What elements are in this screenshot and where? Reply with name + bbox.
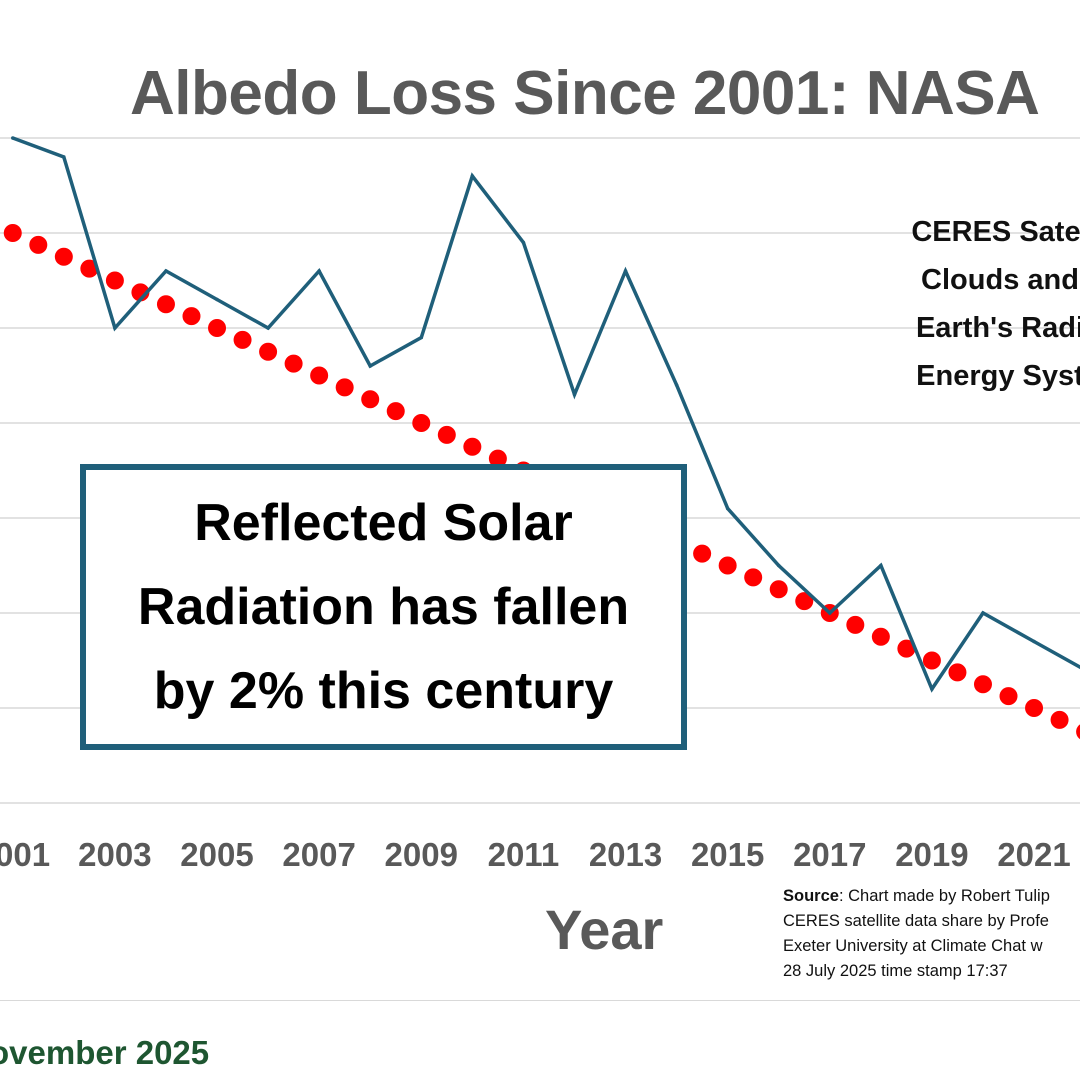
trend-dot <box>259 342 278 361</box>
series-point <box>419 335 424 340</box>
trend-dot <box>1025 699 1044 717</box>
trend-dot <box>795 592 814 611</box>
trend-dot <box>182 307 201 326</box>
series-point <box>1032 639 1036 644</box>
trend-dot <box>105 271 124 290</box>
series-point <box>11 136 15 140</box>
source-label: Source <box>783 887 839 905</box>
series-point <box>572 392 577 397</box>
source-line-2: CERES satellite data share by Profe <box>783 912 1049 930</box>
series-point <box>164 269 168 273</box>
series-point <box>521 240 526 245</box>
trend-dot <box>80 259 99 278</box>
x-tick-label: 2003 <box>78 836 152 873</box>
trend-dot <box>846 615 865 634</box>
x-tick-label: 2009 <box>384 836 458 873</box>
x-tick-label: 2019 <box>895 836 969 873</box>
trend-dot <box>922 651 941 670</box>
date-stamp: ovember 2025 <box>0 1034 210 1071</box>
series-point <box>674 383 679 387</box>
series-point <box>776 563 781 568</box>
callout-line: by 2% this century <box>153 662 614 720</box>
trend-dot <box>744 568 763 587</box>
series-point <box>725 506 730 511</box>
trend-dot <box>29 235 48 254</box>
trend-dot <box>412 414 431 432</box>
series-point <box>317 269 321 273</box>
trend-dot <box>3 224 22 242</box>
chart-title: Albedo Loss Since 2001: NASA <box>130 59 1040 128</box>
callout-line: Radiation has fallen <box>137 578 630 636</box>
ceres-line: Earth's Radi <box>915 312 1080 344</box>
source-line-4: 28 July 2025 time stamp 17:37 <box>783 962 1008 980</box>
x-tick-label: 2013 <box>588 836 663 873</box>
series-point <box>828 611 832 615</box>
series-line <box>12 136 1080 693</box>
trend-dot <box>54 247 73 266</box>
x-tick-label: 2015 <box>690 836 765 873</box>
trend-dot <box>1076 724 1080 740</box>
series-point <box>470 174 475 178</box>
series-point <box>981 611 985 615</box>
trend-dot <box>233 330 252 349</box>
x-tick-label: 2011 <box>487 836 560 873</box>
series-point <box>266 326 270 330</box>
trend-dot <box>897 639 916 658</box>
trend-dot <box>718 556 737 575</box>
x-axis-label: Year <box>545 898 664 961</box>
series-point <box>215 297 219 302</box>
trend-dot <box>693 544 712 563</box>
trend-dot <box>871 627 890 646</box>
trend-dot <box>1050 710 1069 729</box>
callout-line: Reflected Solar <box>194 494 573 552</box>
trend-dot <box>973 675 992 694</box>
ceres-line: Energy Syst <box>916 360 1080 392</box>
trend-dot <box>284 354 303 373</box>
ceres-line: Clouds and <box>921 264 1079 296</box>
series-point <box>368 364 372 368</box>
trend-dot <box>310 366 329 385</box>
trend-dot <box>488 449 507 468</box>
x-tick-label: 2017 <box>793 836 867 873</box>
trend-dot <box>948 663 967 682</box>
footer-divider <box>0 1000 1080 1001</box>
trend-dot <box>769 580 788 599</box>
source-line-1: Source: Chart made by Robert Tulip <box>783 884 1050 909</box>
source-line-3: Exeter University at Climate Chat w <box>783 937 1043 955</box>
series-point <box>623 269 628 273</box>
series-point <box>879 563 883 568</box>
data-series <box>11 136 1080 693</box>
trend-dot <box>437 425 456 444</box>
trend-dot <box>335 378 354 397</box>
ceres-line: CERES Satel <box>911 216 1080 248</box>
ceres-annotation: CERES Satel Clouds and Earth's Radi Ener… <box>870 208 1080 400</box>
x-tick-label: 001 <box>0 836 51 873</box>
x-tick-label: 2005 <box>180 836 254 873</box>
trend-dot <box>386 402 405 421</box>
x-tick-label: 2007 <box>282 836 356 873</box>
trend-dot <box>208 319 227 337</box>
series-point <box>930 687 934 691</box>
trend-dot <box>463 437 482 456</box>
trend-dot <box>156 295 175 314</box>
source-note: Source: Chart made by Robert Tulip CERES… <box>783 884 1050 984</box>
series-point <box>113 326 117 330</box>
x-tick-label: 2021 <box>997 836 1071 873</box>
source-text: : Chart made by Robert Tulip <box>838 887 1050 905</box>
series-point <box>62 155 66 159</box>
callout-box: Reflected Solar Radiation has fallen by … <box>80 464 687 750</box>
trend-dot <box>361 390 380 409</box>
trend-dot <box>999 687 1018 706</box>
